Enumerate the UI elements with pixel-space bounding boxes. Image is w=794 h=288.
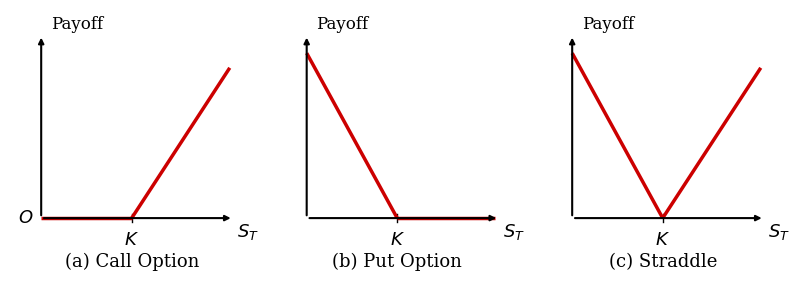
- Text: $S_T$: $S_T$: [237, 222, 260, 242]
- Text: $K$: $K$: [655, 231, 670, 249]
- Text: (a) Call Option: (a) Call Option: [64, 253, 198, 271]
- Text: $S_T$: $S_T$: [769, 222, 790, 242]
- Text: $K$: $K$: [390, 231, 405, 249]
- Text: Payoff: Payoff: [582, 16, 634, 33]
- Text: (c) Straddle: (c) Straddle: [608, 253, 717, 271]
- Text: Payoff: Payoff: [316, 16, 368, 33]
- Text: (b) Put Option: (b) Put Option: [332, 253, 462, 271]
- Text: Payoff: Payoff: [51, 16, 102, 33]
- Text: $K$: $K$: [124, 231, 139, 249]
- Text: $O$: $O$: [18, 209, 33, 227]
- Text: $S_T$: $S_T$: [503, 222, 525, 242]
